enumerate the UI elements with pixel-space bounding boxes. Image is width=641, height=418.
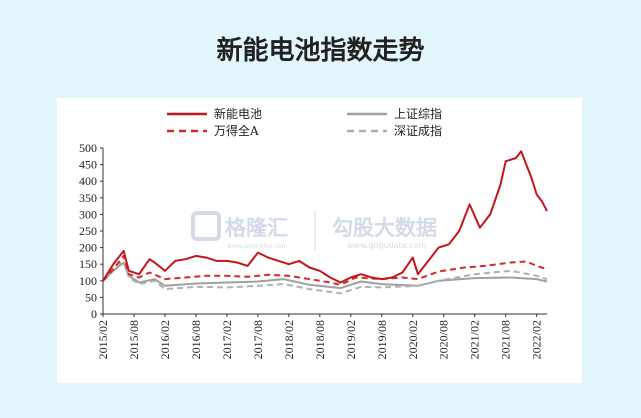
- series-lines: [102, 150, 548, 295]
- legend-item-shanghai: 上证综指: [347, 106, 442, 121]
- watermark-brand1: 格隆汇: [225, 216, 288, 240]
- watermark: 格隆汇 www.gelonghui.com 勾股大数据 www.gogudata…: [191, 210, 437, 250]
- y-tick-label: 400: [79, 174, 97, 188]
- legend-label-shenzhen: 深证成指: [394, 123, 442, 138]
- y-tick-label: 250: [79, 224, 97, 238]
- x-tick-label: 2018/02: [282, 320, 296, 359]
- x-axis: 2015/02 2015/08 2016/02 2016/08 2017/02 2017/…: [96, 313, 547, 359]
- series-line-a-share: [102, 254, 548, 286]
- y-tick-label: 200: [79, 241, 97, 255]
- x-tick-label: 2020/08: [437, 320, 451, 359]
- y-tick-label: 100: [79, 274, 97, 288]
- x-tick-label: 2017/08: [251, 320, 265, 359]
- watermark-brand2: 勾股大数据: [332, 216, 437, 240]
- y-tick-label: 500: [79, 141, 97, 155]
- x-tick-label: 2015/02: [96, 320, 110, 359]
- x-tick-label: 2016/02: [158, 320, 172, 359]
- x-tick-label: 2018/08: [313, 320, 327, 359]
- legend-item-shenzhen: 深证成指: [347, 123, 442, 138]
- y-tick-label: 300: [79, 207, 97, 221]
- y-tick-label: 0: [91, 307, 97, 321]
- y-tick-label: 450: [79, 158, 97, 172]
- legend-item-battery: 新能电池: [167, 106, 262, 121]
- x-tick-label: 2020/02: [406, 320, 420, 359]
- x-tick-label: 2021/08: [499, 320, 513, 359]
- watermark-logo-icon: [191, 211, 221, 241]
- legend-label-a-share: 万得全A: [214, 123, 259, 138]
- series-line-battery: [102, 150, 548, 284]
- y-tick-label: 150: [79, 257, 97, 271]
- legend-item-a-share: 万得全A: [167, 123, 259, 138]
- series-line-shanghai: [102, 261, 548, 290]
- legend-label-shanghai: 上证综指: [394, 106, 442, 121]
- line-chart: 新能电池 上证综指 万得全A 深证成指 格隆汇 www.gelonghui.co…: [79, 106, 548, 359]
- x-tick-label: 2016/08: [189, 320, 203, 359]
- x-tick-label: 2022/02: [530, 320, 544, 359]
- watermark-brand1-url: www.gelonghui.com: [227, 243, 288, 250]
- x-tick-label: 2015/08: [127, 320, 141, 359]
- y-tick-label: 50: [85, 290, 97, 304]
- legend: 新能电池 上证综指 万得全A 深证成指: [167, 106, 442, 138]
- y-axis: 0 50 100 150 200 250 300 350 400 450 500: [79, 141, 104, 321]
- watermark-brand2-url: www.gogudata.com: [347, 241, 426, 250]
- legend-label-battery: 新能电池: [214, 106, 262, 121]
- x-tick-label: 2019/02: [344, 320, 358, 359]
- y-tick-label: 350: [79, 191, 97, 205]
- x-tick-label: 2019/08: [375, 320, 389, 359]
- chart-panel: 新能电池 上证综指 万得全A 深证成指 格隆汇 www.gelonghui.co…: [57, 98, 582, 383]
- page-title: 新能电池指数走势: [216, 36, 425, 66]
- x-tick-label: 2017/02: [220, 320, 234, 359]
- x-tick-label: 2021/02: [468, 320, 482, 359]
- series-line-shenzhen: [102, 259, 548, 295]
